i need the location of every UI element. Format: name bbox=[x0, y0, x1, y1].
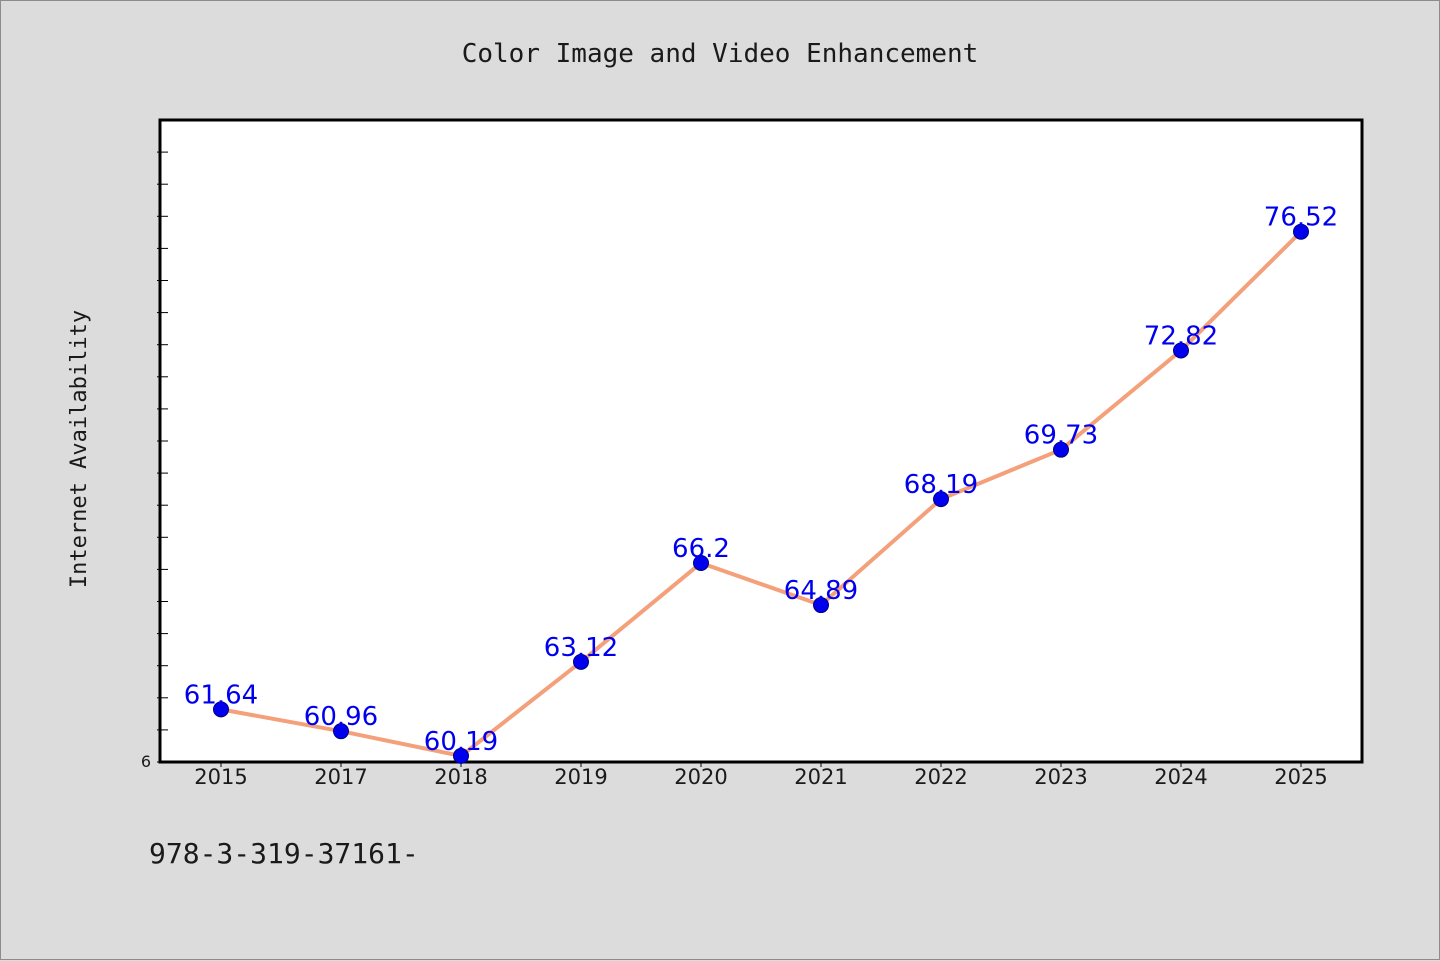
data-point-marker bbox=[933, 491, 949, 508]
data-labels-group: 61.64 60.96 60.19 63.12 66.2 64.89 68.19 69.73 7… bbox=[184, 203, 1338, 757]
y-tick-label: 6 bbox=[141, 752, 151, 771]
data-point-marker bbox=[1173, 342, 1189, 359]
x-tick-label: 2025 bbox=[1274, 765, 1327, 789]
data-label: 76.52 bbox=[1264, 203, 1338, 233]
data-label: 66.2 bbox=[672, 534, 730, 564]
x-tick-label: 2017 bbox=[314, 765, 367, 789]
series-line-segment bbox=[1059, 348, 1183, 452]
x-tick-label: 2020 bbox=[674, 765, 727, 789]
x-tick-label: 2023 bbox=[1034, 765, 1087, 789]
plot-area bbox=[158, 118, 1364, 764]
x-tick-label: 2021 bbox=[794, 765, 847, 789]
data-label: 69.73 bbox=[1024, 421, 1098, 451]
data-label: 60.96 bbox=[304, 702, 378, 732]
y-axis-ticks bbox=[157, 151, 168, 763]
data-label: 60.19 bbox=[424, 727, 498, 757]
x-tick-label: 2018 bbox=[434, 765, 487, 789]
chart-title: Color Image and Video Enhancement bbox=[462, 39, 979, 69]
data-label: 72.82 bbox=[1144, 321, 1218, 351]
data-point-marker bbox=[573, 653, 589, 670]
data-point-marker bbox=[1053, 441, 1069, 458]
series-line-segment bbox=[579, 560, 703, 664]
data-point-marker bbox=[453, 747, 469, 764]
data-point-marker bbox=[1293, 223, 1309, 240]
series-line-segment bbox=[219, 707, 343, 734]
x-tick-label: 2024 bbox=[1154, 765, 1207, 789]
series-markers-group bbox=[213, 223, 1309, 764]
series-line-segment bbox=[939, 447, 1063, 502]
data-label: 68.19 bbox=[904, 470, 978, 500]
data-label: 64.89 bbox=[784, 576, 858, 606]
x-tick-label: 2015 bbox=[194, 765, 247, 789]
data-label: 61.64 bbox=[184, 680, 258, 710]
footer-text: 978-3-319-37161- bbox=[149, 837, 419, 870]
x-tick-label: 2022 bbox=[914, 765, 967, 789]
series-line-segment bbox=[699, 560, 823, 608]
series-line-segment bbox=[819, 497, 943, 608]
data-label: 63.12 bbox=[544, 633, 618, 663]
x-tick-label: 2019 bbox=[554, 765, 607, 789]
data-point-marker bbox=[213, 701, 229, 718]
data-point-marker bbox=[813, 597, 829, 614]
x-axis-ticks: 2015 2017 2018 2019 2020 2021 2022 2023 2024 2025 bbox=[194, 762, 1328, 789]
data-point-marker bbox=[693, 554, 709, 571]
data-point-marker bbox=[333, 723, 349, 740]
y-axis-label: Internet Availability bbox=[67, 310, 92, 588]
series-line-segment bbox=[1179, 229, 1303, 353]
series-line-segment bbox=[459, 659, 583, 758]
series-line-segment bbox=[339, 729, 463, 758]
series-line-group bbox=[219, 229, 1303, 758]
